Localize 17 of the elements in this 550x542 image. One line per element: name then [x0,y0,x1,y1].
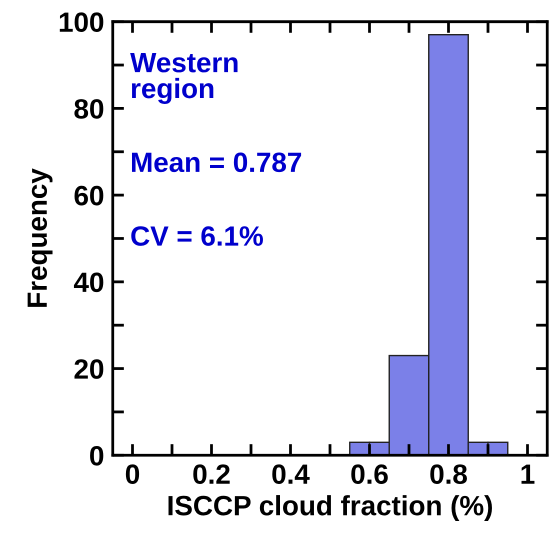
x-tick-label: 0.6 [351,464,388,484]
x-axis-title: ISCCP cloud fraction (%) [168,495,492,521]
y-tick-label: 40 [74,272,104,292]
y-tick-label: 0 [90,446,104,466]
x-tick-label: 0 [126,464,140,484]
y-tick-label: 100 [60,12,104,32]
y-tick-label: 20 [74,359,104,379]
x-tick-label: 0.2 [193,464,230,484]
annotation: CV = 6.1% [131,226,263,246]
x-tick-label: 0.4 [272,464,310,484]
x-tick-label: 0.8 [430,464,467,484]
annotation: Mean = 0.787 [132,152,302,172]
y-tick-label: 80 [74,99,104,119]
x-tick-label: 1 [522,464,534,484]
y-axis-title: Frequency [28,168,53,307]
annotation: Western region [130,53,238,104]
y-tick-label: 60 [74,186,104,206]
